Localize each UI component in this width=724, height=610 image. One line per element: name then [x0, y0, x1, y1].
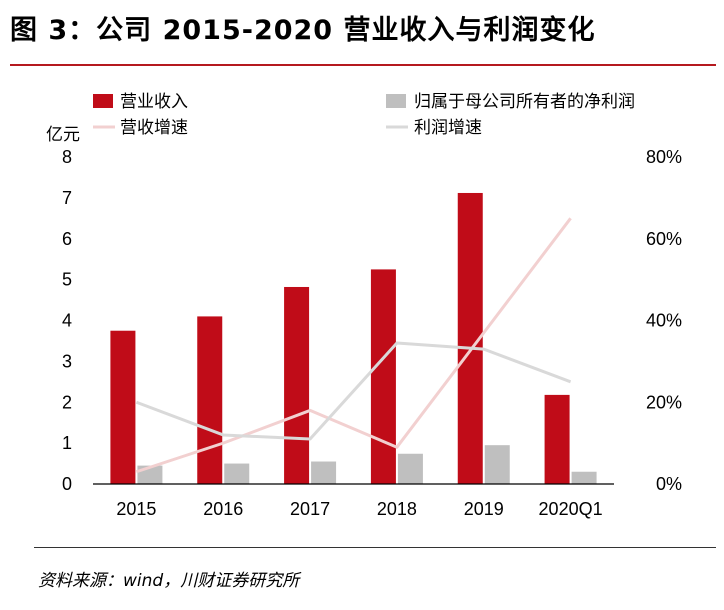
x-axis-ticks: 2015 2016 2017 2018 2019 2020Q1 [116, 499, 602, 519]
right-tick-label: 80% [646, 147, 682, 167]
footer-divider [34, 547, 716, 548]
x-tick-label: 2020Q1 [539, 499, 603, 519]
left-tick-label: 1 [62, 433, 72, 453]
left-tick-label: 6 [62, 229, 72, 249]
left-tick-label: 3 [62, 351, 72, 371]
bar-revenue [370, 269, 396, 484]
left-axis-ticks: 0 1 2 3 4 5 6 7 8 [62, 147, 72, 494]
right-tick-label: 20% [646, 392, 682, 412]
bar-net-profit [484, 445, 510, 484]
left-tick-label: 5 [62, 270, 72, 290]
legend-label-profit-growth: 利润增速 [414, 118, 482, 138]
legend: 营业收入 归属于母公司所有者的净利润 营收增速 利润增速 [93, 92, 635, 138]
line-revenue-growth [135, 217, 572, 474]
bar-net-profit [311, 461, 337, 484]
source-note: 资料来源：wind，川财证券研究所 [38, 571, 300, 591]
right-tick-label: 60% [646, 229, 682, 249]
chart-title: 图 3：公司 2015-2020 营业收入与利润变化 [10, 15, 596, 46]
right-tick-label: 0% [656, 474, 682, 494]
bar-net-profit [571, 471, 597, 484]
legend-label-revenue-growth: 营收增速 [120, 118, 188, 138]
x-tick-label: 2015 [116, 499, 156, 519]
left-axis-unit: 亿元 [46, 125, 80, 145]
legend-swatch-revenue [93, 94, 113, 108]
legend-swatch-net-profit [386, 94, 406, 108]
legend-label-revenue: 营业收入 [120, 92, 188, 112]
bars [110, 192, 597, 484]
right-axis-ticks: 0% 20% 40% 60% 80% [646, 147, 682, 494]
left-tick-label: 0 [62, 474, 72, 494]
bar-revenue [197, 316, 223, 484]
left-tick-label: 4 [62, 311, 72, 331]
right-tick-label: 40% [646, 311, 682, 331]
x-tick-label: 2018 [377, 499, 417, 519]
x-tick-label: 2017 [290, 499, 330, 519]
bar-net-profit [397, 453, 423, 484]
bar-revenue [544, 394, 570, 484]
legend-label-net-profit: 归属于母公司所有者的净利润 [414, 92, 635, 112]
bar-revenue [110, 330, 136, 484]
left-tick-label: 7 [62, 188, 72, 208]
lines [135, 217, 572, 474]
left-tick-label: 8 [62, 147, 72, 167]
x-tick-label: 2016 [203, 499, 243, 519]
title-divider [10, 64, 716, 66]
x-tick-label: 2019 [464, 499, 504, 519]
chart: 营业收入 归属于母公司所有者的净利润 营收增速 利润增速 亿元 0 1 2 3 4 5 6 7… [46, 92, 682, 519]
line-profit-growth [135, 341, 572, 441]
left-tick-label: 2 [62, 392, 72, 412]
bar-net-profit [224, 463, 250, 484]
bar-revenue [284, 286, 310, 484]
